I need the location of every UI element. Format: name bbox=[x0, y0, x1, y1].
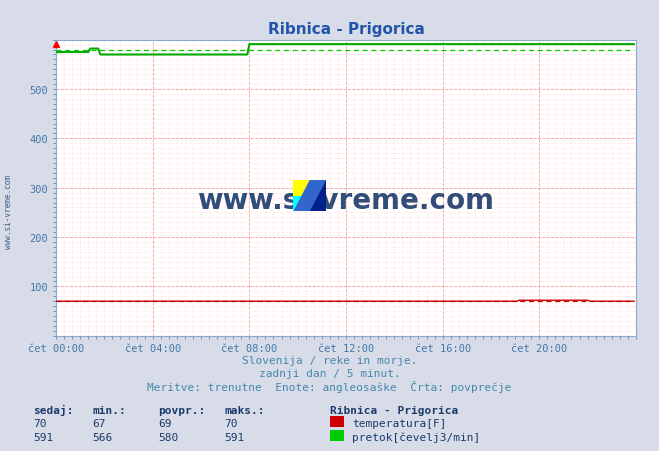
Text: 70: 70 bbox=[33, 418, 46, 428]
Text: Ribnica - Prigorica: Ribnica - Prigorica bbox=[330, 405, 458, 414]
Polygon shape bbox=[310, 180, 326, 212]
Text: 591: 591 bbox=[33, 432, 53, 442]
Text: www.si-vreme.com: www.si-vreme.com bbox=[4, 175, 13, 249]
Text: pretok[čevelj3/min]: pretok[čevelj3/min] bbox=[352, 431, 480, 442]
Text: Meritve: trenutne  Enote: angleosaške  Črta: povprečje: Meritve: trenutne Enote: angleosaške Črt… bbox=[147, 380, 512, 392]
Text: zadnji dan / 5 minut.: zadnji dan / 5 minut. bbox=[258, 368, 401, 378]
Text: sedaj:: sedaj: bbox=[33, 404, 73, 414]
Text: 69: 69 bbox=[158, 418, 171, 428]
Text: Slovenija / reke in morje.: Slovenija / reke in morje. bbox=[242, 355, 417, 365]
Text: temperatura[F]: temperatura[F] bbox=[352, 418, 446, 428]
Bar bbox=[293, 196, 310, 212]
Text: 566: 566 bbox=[92, 432, 113, 442]
Text: 70: 70 bbox=[224, 418, 237, 428]
Bar bbox=[293, 180, 310, 196]
Polygon shape bbox=[293, 180, 326, 212]
Text: 67: 67 bbox=[92, 418, 105, 428]
Text: maks.:: maks.: bbox=[224, 405, 264, 414]
Text: 580: 580 bbox=[158, 432, 179, 442]
Text: min.:: min.: bbox=[92, 405, 126, 414]
Text: povpr.:: povpr.: bbox=[158, 405, 206, 414]
Text: www.si-vreme.com: www.si-vreme.com bbox=[198, 186, 494, 214]
Text: 591: 591 bbox=[224, 432, 244, 442]
Title: Ribnica - Prigorica: Ribnica - Prigorica bbox=[268, 22, 424, 37]
